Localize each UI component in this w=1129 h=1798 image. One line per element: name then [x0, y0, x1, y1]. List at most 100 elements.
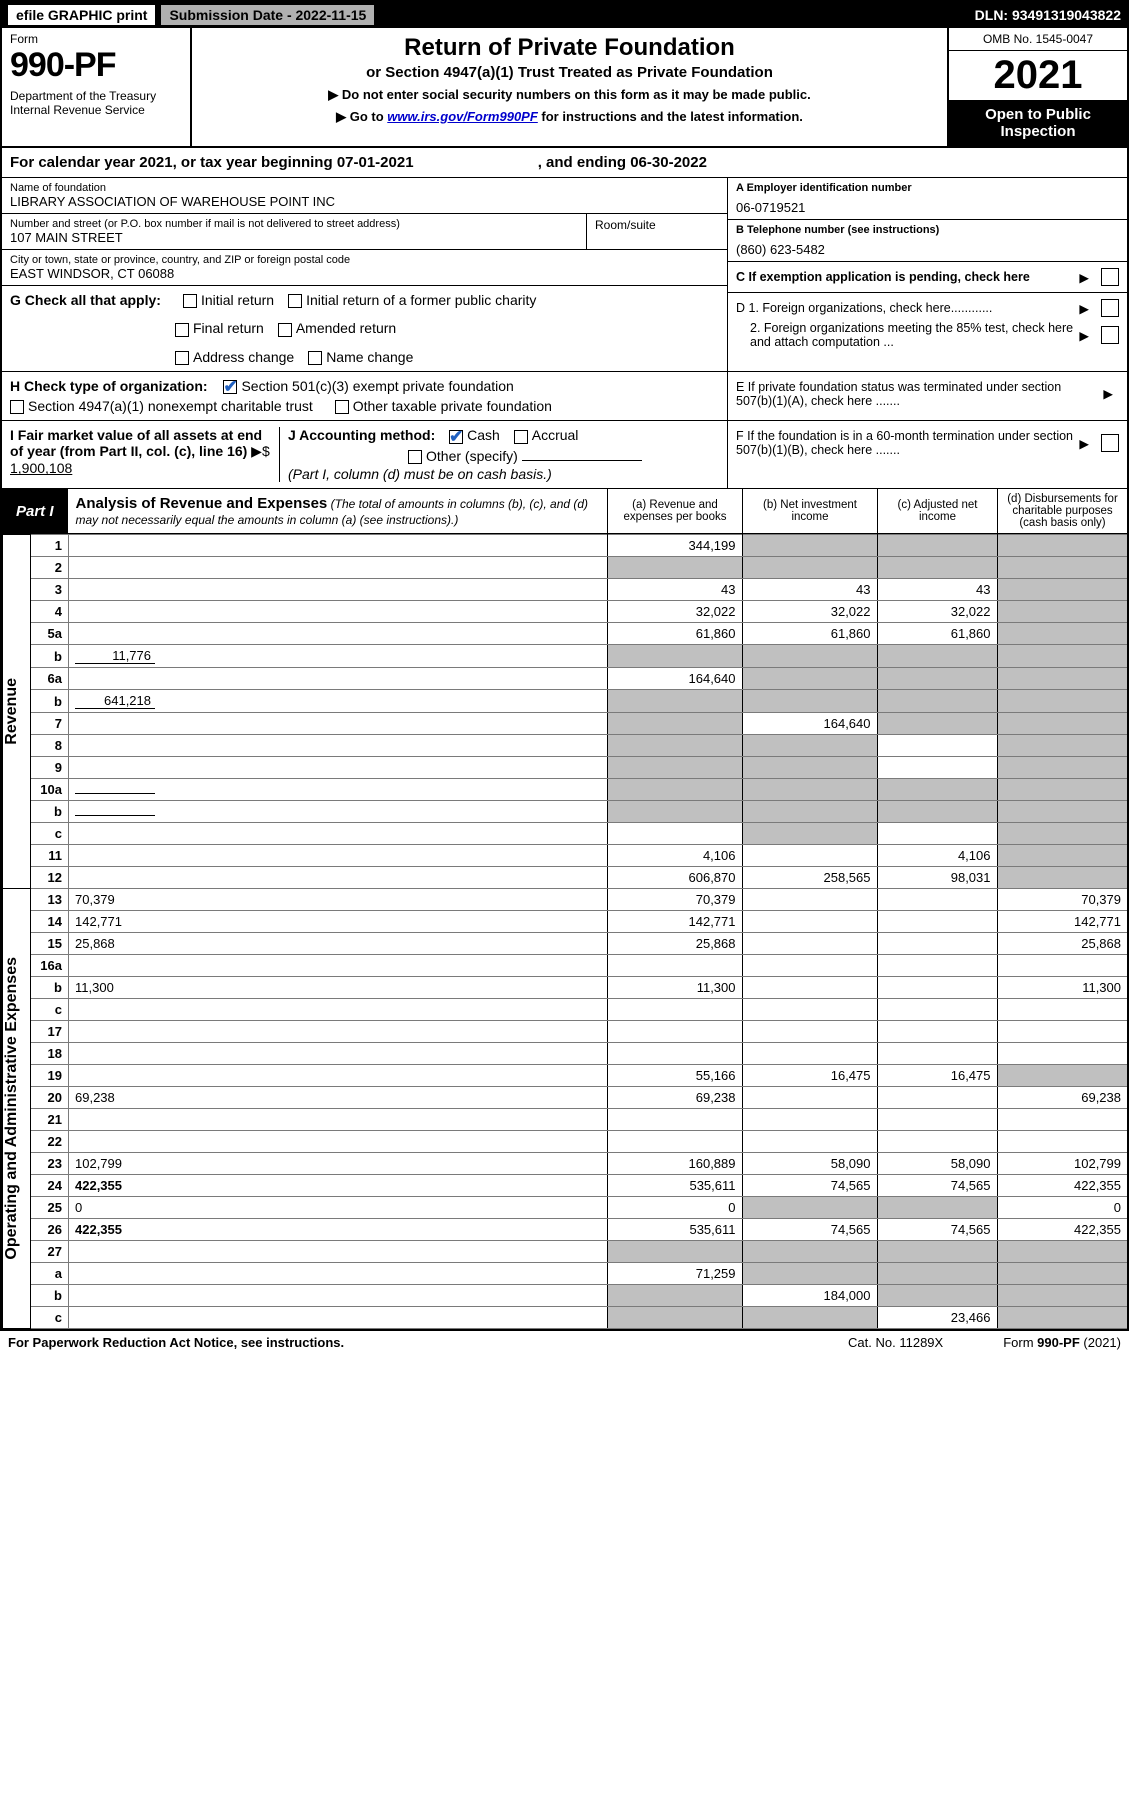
amount-cell: 74,565: [877, 1219, 997, 1241]
amount-cell: [997, 801, 1127, 823]
checkbox-name-change[interactable]: [308, 351, 322, 365]
amount-cell: 164,640: [607, 668, 742, 690]
form-header: Form 990-PF Department of the Treasury I…: [2, 28, 1127, 148]
amount-cell: 422,355: [997, 1175, 1127, 1197]
amount-cell: [607, 1131, 742, 1153]
line-desc: [69, 735, 608, 757]
amount-cell: 43: [877, 579, 997, 601]
line-num: 27: [31, 1241, 69, 1263]
amount-cell: 258,565: [742, 867, 877, 889]
line-num: b: [31, 1285, 69, 1307]
amount-cell: [997, 955, 1127, 977]
amount-cell: [877, 1021, 997, 1043]
amount-cell: [997, 668, 1127, 690]
line-num: a: [31, 1263, 69, 1285]
line-row: 5a 61,86061,86061,860: [3, 623, 1128, 645]
line-row: 4 32,02232,02232,022: [3, 601, 1128, 623]
form-note2: ▶ Go to www.irs.gov/Form990PF for instru…: [200, 109, 939, 125]
expenses-label: Operating and Administrative Expenses: [3, 889, 31, 1329]
line-desc: 0: [69, 1197, 608, 1219]
fmv-assets: 1,900,108: [10, 460, 72, 476]
checkbox-d2[interactable]: [1101, 326, 1119, 344]
line-row: 16a: [3, 955, 1128, 977]
checkbox-other-taxable[interactable]: [335, 400, 349, 414]
line-row: Operating and Administrative Expenses 13…: [3, 889, 1128, 911]
part1-table: Revenue 1 344,199 2 3 434343 4 32,02232,…: [2, 534, 1127, 1329]
checkbox-address-change[interactable]: [175, 351, 189, 365]
amount-cell: [997, 623, 1127, 645]
checkbox-initial-former[interactable]: [288, 294, 302, 308]
amount-cell: 74,565: [877, 1175, 997, 1197]
line-desc: 102,799: [69, 1153, 608, 1175]
amount-cell: 98,031: [877, 867, 997, 889]
line-row: 19 55,16616,47516,475: [3, 1065, 1128, 1087]
checkbox-4947[interactable]: [10, 400, 24, 414]
line-desc: [69, 1131, 608, 1153]
line-num: c: [31, 1307, 69, 1329]
line-row: b 184,000: [3, 1285, 1128, 1307]
line-num: 12: [31, 867, 69, 889]
amount-cell: 4,106: [877, 845, 997, 867]
amount-cell: [877, 999, 997, 1021]
line-num: 14: [31, 911, 69, 933]
checkbox-cash[interactable]: [449, 430, 463, 444]
amount-cell: [877, 1131, 997, 1153]
checkbox-d1[interactable]: [1101, 299, 1119, 317]
revenue-label: Revenue: [3, 535, 31, 889]
amount-cell: [742, 557, 877, 579]
part1-header: Part I Analysis of Revenue and Expenses …: [2, 489, 1127, 534]
phone: (860) 623-5482: [736, 242, 1119, 257]
form-990pf: efile GRAPHIC print Submission Date - 20…: [0, 0, 1129, 1331]
line-row: 6a 164,640: [3, 668, 1128, 690]
amount-cell: [742, 1263, 877, 1285]
line-num: 20: [31, 1087, 69, 1109]
amount-cell: [877, 690, 997, 713]
line-row: 17: [3, 1021, 1128, 1043]
amount-cell: 69,238: [997, 1087, 1127, 1109]
line-num: 11: [31, 845, 69, 867]
line-num: 5a: [31, 623, 69, 645]
line-num: 26: [31, 1219, 69, 1241]
checkbox-amended[interactable]: [278, 323, 292, 337]
line-desc: 11,300: [69, 977, 608, 999]
amount-cell: 11,300: [997, 977, 1127, 999]
line-desc: [69, 801, 608, 823]
checkbox-c[interactable]: [1101, 268, 1119, 286]
submission-date: Submission Date - 2022-11-15: [161, 5, 374, 25]
line-num: b: [31, 801, 69, 823]
irs-link[interactable]: www.irs.gov/Form990PF: [387, 109, 538, 124]
line-desc: 422,355: [69, 1175, 608, 1197]
amount-cell: [742, 1109, 877, 1131]
amount-cell: 23,466: [877, 1307, 997, 1329]
line-num: 22: [31, 1131, 69, 1153]
amount-cell: [997, 1131, 1127, 1153]
line-desc: 25,868: [69, 933, 608, 955]
amount-cell: [607, 690, 742, 713]
info-right: A Employer identification number 06-0719…: [727, 178, 1127, 371]
line-row: c 23,466: [3, 1307, 1128, 1329]
line-num: b: [31, 645, 69, 668]
line-row: 7 164,640: [3, 713, 1128, 735]
amount-cell: [877, 557, 997, 579]
checkbox-initial-return[interactable]: [183, 294, 197, 308]
amount-cell: [997, 779, 1127, 801]
checkbox-accrual[interactable]: [514, 430, 528, 444]
checkbox-final-return[interactable]: [175, 323, 189, 337]
line-row: 9: [3, 757, 1128, 779]
line-num: 2: [31, 557, 69, 579]
amount-cell: [997, 601, 1127, 623]
amount-cell: 422,355: [997, 1219, 1127, 1241]
header-right: OMB No. 1545-0047 2021 Open to Public In…: [947, 28, 1127, 146]
amount-cell: [997, 579, 1127, 601]
checkbox-501c3[interactable]: [223, 380, 237, 394]
year-end: 06-30-2022: [630, 154, 707, 171]
amount-cell: [877, 779, 997, 801]
checkbox-f[interactable]: [1101, 434, 1119, 452]
section-g: G Check all that apply: Initial return I…: [2, 286, 727, 371]
line-row: b 11,300 11,30011,300: [3, 977, 1128, 999]
amount-cell: 25,868: [997, 933, 1127, 955]
amount-cell: [607, 1307, 742, 1329]
checkbox-other-method[interactable]: [408, 450, 422, 464]
amount-cell: [607, 823, 742, 845]
line-row: b: [3, 801, 1128, 823]
